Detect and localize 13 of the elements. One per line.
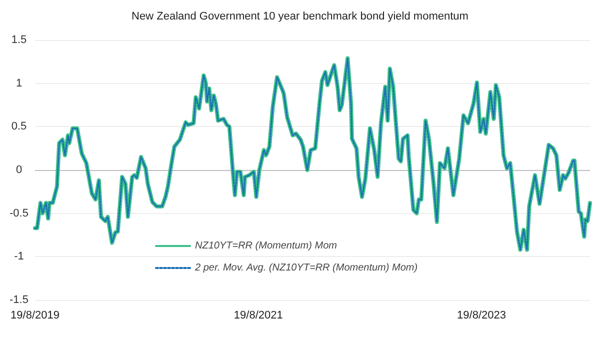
y-tick-label: -0.5 bbox=[10, 207, 28, 220]
y-tick-label: 1.5 bbox=[11, 34, 27, 46]
y-tick-label: -1 bbox=[14, 250, 24, 263]
y-tick-label: 0.5 bbox=[11, 120, 27, 133]
y-tick-label: 1 bbox=[16, 77, 22, 90]
x-tick-label: 19/8/2021 bbox=[234, 310, 283, 322]
legend-label: 2 per. Mov. Avg. (NZ10YT=RR (Momentum) Mom) bbox=[194, 262, 418, 274]
chart-title: New Zealand Government 10 year benchmark bond yield momentum bbox=[132, 10, 468, 22]
y-tick-label: 0 bbox=[16, 164, 22, 176]
y-tick-label: -1.5 bbox=[10, 294, 28, 306]
x-tick-label: 19/8/2023 bbox=[457, 310, 506, 322]
legend-label: NZ10YT=RR (Momentum) Mom bbox=[195, 240, 337, 252]
x-tick-label: 19/8/2019 bbox=[10, 310, 60, 322]
